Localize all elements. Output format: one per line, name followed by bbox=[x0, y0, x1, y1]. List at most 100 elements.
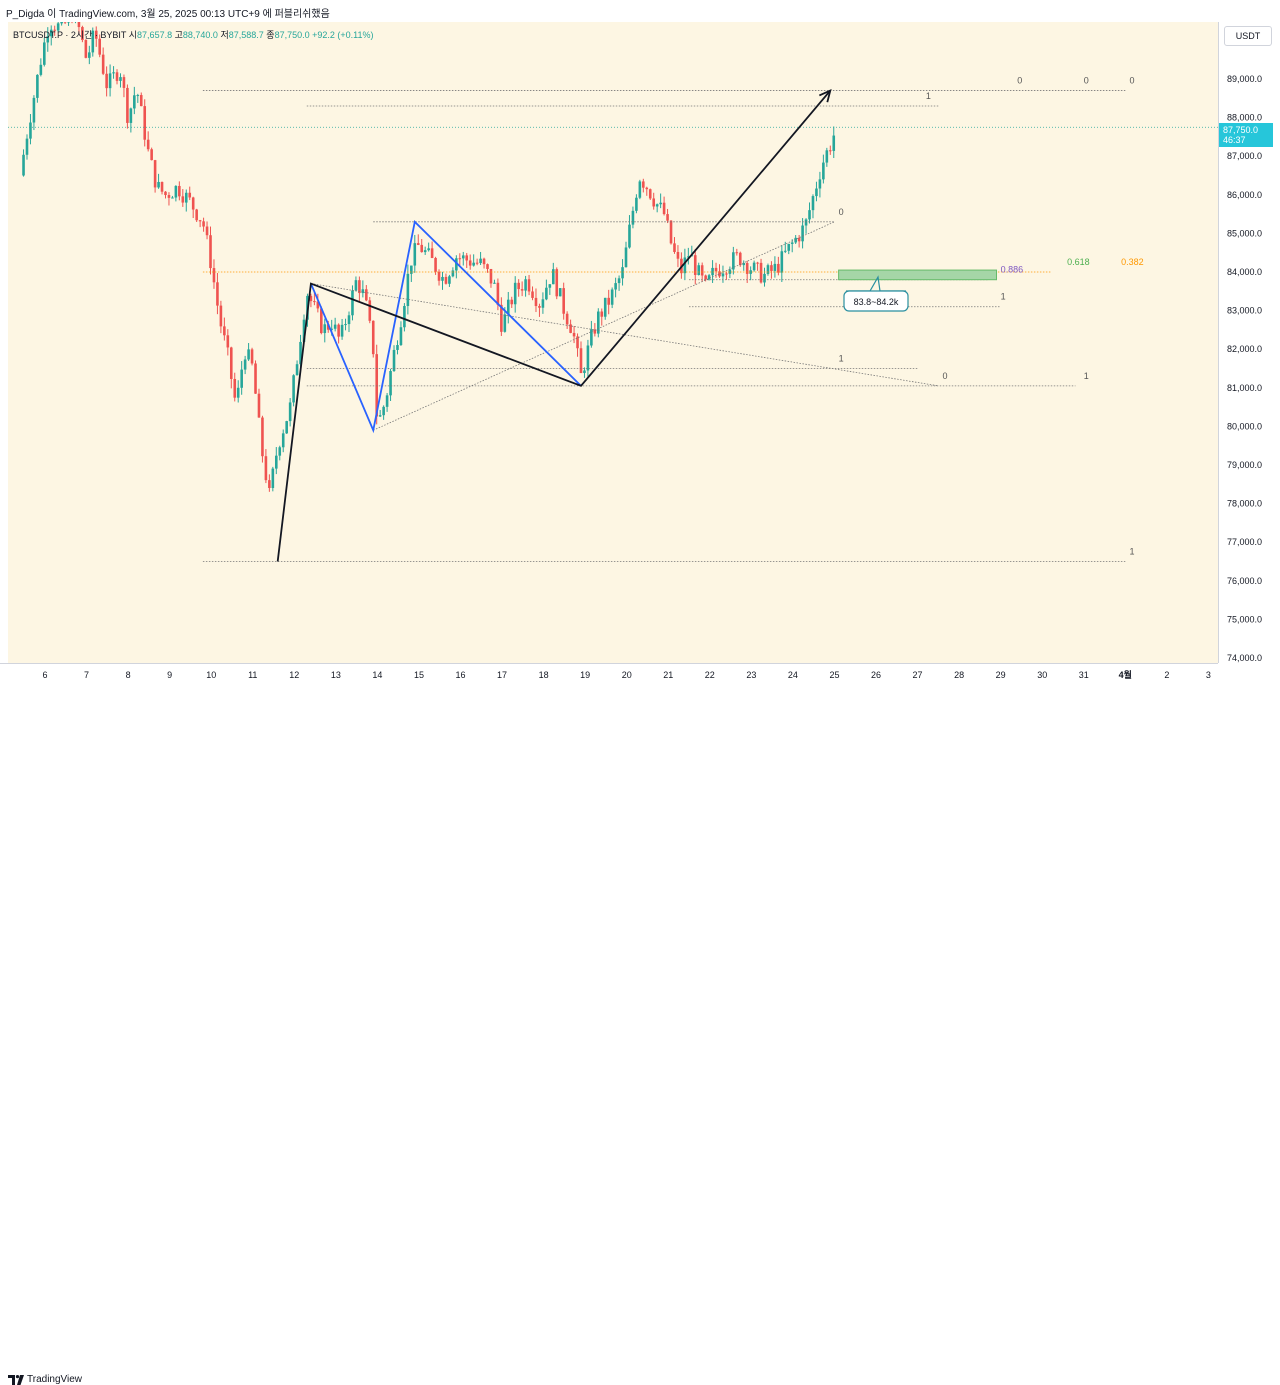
candle-body bbox=[579, 348, 583, 374]
candle-body bbox=[133, 95, 136, 109]
candle-body bbox=[527, 279, 531, 292]
candle-body bbox=[783, 250, 787, 252]
candle-body bbox=[292, 375, 295, 403]
price-chart[interactable]: 0 0 0 1 0 0.618 0.382 0.886 1 1 0 1 1 83.8~84.2k bbox=[8, 22, 1218, 663]
candle-body bbox=[728, 269, 732, 274]
symbol-name[interactable]: BTCUSDT.P · 2시간 · BYBIT bbox=[13, 30, 127, 40]
candle-body bbox=[811, 196, 815, 211]
candle-body bbox=[32, 97, 36, 123]
candle-body bbox=[687, 256, 690, 258]
candle-body bbox=[423, 250, 427, 253]
candle-body bbox=[396, 345, 399, 350]
candle-body bbox=[534, 297, 538, 307]
candle-body bbox=[29, 122, 32, 139]
change-value: +92.2 (+0.11%) bbox=[312, 30, 374, 40]
price-tick-label: 78,000.0 bbox=[1227, 499, 1262, 509]
candle-body bbox=[475, 262, 479, 264]
candle-body bbox=[749, 270, 752, 274]
candle-body bbox=[323, 324, 327, 334]
price-axis[interactable]: 74,000.0 75,000.0 76,000.0 77,000.0 78,000.0… bbox=[1218, 22, 1280, 663]
time-tick-label: 27 bbox=[913, 670, 923, 680]
candle-body bbox=[202, 221, 205, 227]
symbol-legend: BTCUSDT.P · 2시간 · BYBIT 시87,657.8 고88,74… bbox=[13, 28, 374, 41]
publish-info: P_Digda 이 TradingView.com, 3월 25, 2025 0… bbox=[6, 9, 330, 20]
fib-level-label: 1 bbox=[926, 91, 931, 101]
candle-body bbox=[794, 237, 797, 243]
trend-line-dotted bbox=[373, 221, 835, 431]
candle-body bbox=[590, 329, 593, 346]
candle-body bbox=[389, 371, 392, 396]
tradingview-logo-icon bbox=[8, 1374, 24, 1385]
candle-body bbox=[503, 314, 507, 332]
candle-body bbox=[77, 22, 81, 28]
low-value: 87,588.7 bbox=[228, 30, 264, 40]
candle-body bbox=[520, 289, 524, 291]
open-label: 시 bbox=[128, 30, 138, 40]
candle-body bbox=[486, 264, 489, 269]
candle-body bbox=[250, 349, 254, 364]
price-axis-ticks: 74,000.0 75,000.0 76,000.0 77,000.0 78,000.0… bbox=[1227, 74, 1262, 663]
candle-body bbox=[188, 192, 192, 198]
candle-body bbox=[167, 195, 171, 198]
candle-body bbox=[171, 197, 174, 199]
time-tick-label: 14 bbox=[372, 670, 382, 680]
candle-body bbox=[146, 139, 150, 150]
candle-body bbox=[410, 265, 413, 274]
candle-body bbox=[721, 273, 725, 277]
time-tick-label: 3 bbox=[1206, 670, 1211, 680]
price-tick-label: 80,000.0 bbox=[1227, 421, 1262, 431]
candle-body bbox=[233, 378, 237, 398]
time-tick-label: 26 bbox=[871, 670, 881, 680]
candle-body bbox=[36, 74, 39, 98]
candle-body bbox=[801, 225, 804, 242]
time-tick-label: 23 bbox=[746, 670, 756, 680]
time-axis[interactable]: 6 7 8 9 10 11 12 13 14 15 16 17 18 19 20 21 22 23 24 25 26 27… bbox=[0, 663, 1218, 684]
price-tick-label: 84,000.0 bbox=[1227, 267, 1262, 277]
candle-body bbox=[361, 289, 365, 294]
candle-body bbox=[441, 276, 444, 281]
candle-body bbox=[399, 327, 403, 346]
candle-body bbox=[825, 150, 829, 163]
time-tick-label: 17 bbox=[497, 670, 507, 680]
candle-body bbox=[725, 273, 728, 275]
price-tick-label: 81,000.0 bbox=[1227, 383, 1262, 393]
price-tick-label: 85,000.0 bbox=[1227, 228, 1262, 238]
price-tick-label: 87,000.0 bbox=[1227, 151, 1262, 161]
fib-level-label: 1 bbox=[839, 354, 844, 364]
high-label: 고 bbox=[174, 30, 183, 40]
candle-body bbox=[309, 295, 313, 302]
candle-body bbox=[56, 23, 60, 31]
candle-body bbox=[150, 149, 153, 161]
candle-body bbox=[240, 369, 243, 388]
time-tick-label: 30 bbox=[1037, 670, 1047, 680]
candle-body bbox=[229, 347, 233, 379]
time-tick-label: 12 bbox=[289, 670, 299, 680]
candle-body bbox=[669, 220, 673, 244]
candle-body bbox=[63, 22, 67, 23]
chart-pane[interactable]: 0 0 0 1 0 0.618 0.382 0.886 1 1 0 1 1 83.8~84.2k bbox=[8, 22, 1218, 663]
candle-body bbox=[375, 354, 379, 417]
candle-body bbox=[707, 275, 711, 280]
tradingview-logo[interactable]: TradingView bbox=[8, 1374, 82, 1385]
candle-body bbox=[178, 185, 181, 197]
currency-button[interactable]: USDT bbox=[1224, 26, 1272, 46]
candle-body bbox=[143, 106, 147, 140]
candle-body bbox=[642, 181, 645, 188]
candle-body bbox=[285, 421, 288, 434]
candle-body bbox=[787, 243, 791, 251]
time-tick-label: 11 bbox=[248, 670, 257, 680]
candle-body bbox=[496, 282, 500, 305]
time-tick-label: 4월 bbox=[1119, 669, 1132, 680]
candle-body bbox=[164, 191, 167, 196]
candle-body bbox=[115, 72, 119, 81]
candle-body bbox=[538, 306, 541, 308]
candle-body bbox=[261, 417, 264, 457]
candle-body bbox=[136, 95, 140, 97]
time-tick-label: 20 bbox=[622, 670, 632, 680]
candle-body bbox=[818, 179, 822, 189]
close-value: 87,750.0 bbox=[274, 30, 310, 40]
candle-body bbox=[236, 387, 240, 398]
candle-body bbox=[506, 299, 510, 315]
fib-level-label: 1 bbox=[1129, 547, 1134, 557]
candle-body bbox=[313, 301, 316, 303]
